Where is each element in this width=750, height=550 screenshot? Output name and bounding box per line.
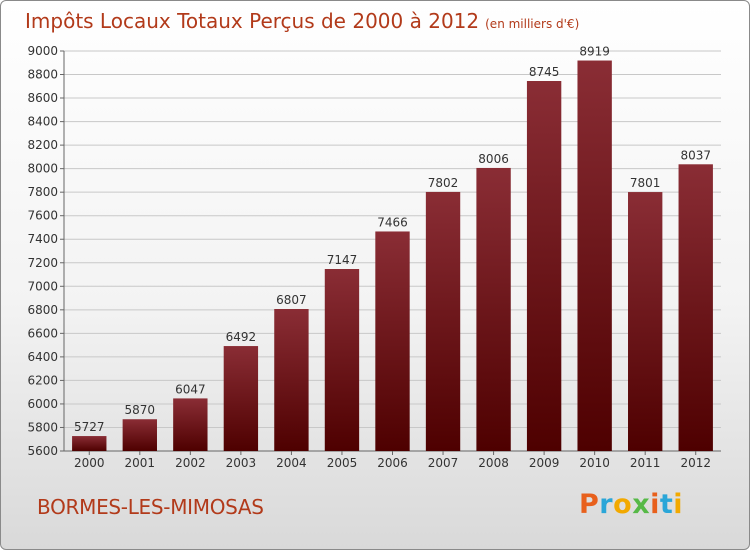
x-tick-label: 2008 xyxy=(478,456,509,470)
y-tick-label: 6200 xyxy=(27,373,58,387)
logo-letter: i xyxy=(673,489,684,520)
y-tick-label: 8800 xyxy=(27,68,58,82)
logo-letter: P xyxy=(579,489,600,520)
bar-2006 xyxy=(375,231,410,451)
y-tick-label: 6800 xyxy=(27,303,58,317)
bars xyxy=(72,60,713,452)
data-label-2006: 7466 xyxy=(377,215,408,229)
x-tick-label: 2010 xyxy=(579,456,610,470)
y-tick-label: 5600 xyxy=(27,444,58,458)
y-tick-label: 7000 xyxy=(27,279,58,293)
logo-letter: t xyxy=(659,489,674,520)
data-label-2011: 7801 xyxy=(630,176,661,190)
x-tick-label: 2012 xyxy=(680,456,711,470)
y-tick-label: 6000 xyxy=(27,397,58,411)
x-tick-label: 2003 xyxy=(226,456,257,470)
y-tick-label: 8400 xyxy=(27,115,58,129)
proxiti-logo: Proxiti xyxy=(579,489,683,520)
bar-2012 xyxy=(678,164,713,451)
y-tick-label: 7400 xyxy=(27,232,58,246)
x-tick-label: 2005 xyxy=(327,456,358,470)
y-tick-label: 7200 xyxy=(27,256,58,270)
bar-2002 xyxy=(173,398,208,451)
data-label-2010: 8919 xyxy=(579,45,610,59)
x-tick-label: 2011 xyxy=(630,456,661,470)
data-label-2008: 8006 xyxy=(478,152,509,166)
data-label-2005: 7147 xyxy=(327,253,358,267)
x-tick-labels: 2000 2001 2002 2003 2004 2005 2006 2007 2008 2009… xyxy=(74,451,711,470)
bar-2005 xyxy=(324,269,360,451)
bar-2004 xyxy=(274,309,309,451)
unit-label: (en milliers d'€) xyxy=(485,17,580,31)
data-label-2002: 6047 xyxy=(175,382,206,396)
data-label-2007: 7802 xyxy=(428,176,459,190)
y-tick-label: 7600 xyxy=(27,209,58,223)
logo-letter: o xyxy=(613,489,633,520)
data-label-2009: 8745 xyxy=(529,65,560,79)
bar-2000 xyxy=(72,436,107,451)
bar-2001 xyxy=(122,419,157,451)
bar-2009 xyxy=(526,81,562,451)
x-tick-label: 2002 xyxy=(175,456,206,470)
y-tick-label: 9000 xyxy=(27,44,58,58)
data-label-2012: 8037 xyxy=(680,148,711,162)
data-label-2003: 6492 xyxy=(226,330,257,344)
bar-2003 xyxy=(223,346,259,451)
y-tick-label: 6400 xyxy=(27,350,58,364)
x-tick-label: 2007 xyxy=(428,456,459,470)
x-tick-label: 2000 xyxy=(74,456,105,470)
y-tick-label: 5800 xyxy=(27,420,58,434)
x-tick-label: 2001 xyxy=(125,456,156,470)
x-tick-label: 2009 xyxy=(529,456,560,470)
chart-title: Impôts Locaux Totaux Perçus de 2000 à 20… xyxy=(25,9,579,33)
y-tick-label: 8600 xyxy=(27,91,58,105)
bar-2007 xyxy=(425,191,461,452)
logo-letter: r xyxy=(599,489,614,520)
title-text: Impôts Locaux Totaux Perçus de 2000 à 20… xyxy=(25,9,480,33)
data-labels: 5727 5870 6047 6492 6807 7147 7466 7802 8006 8745… xyxy=(74,45,711,435)
bar-2010 xyxy=(577,60,612,451)
commune-name: BORMES-LES-MIMOSAS xyxy=(37,495,264,519)
logo-letter: i xyxy=(650,489,660,520)
y-tick-labels: 5600 5800 6000 6200 6400 6600 6800 7000 7200 7400… xyxy=(27,44,58,458)
bar-2008 xyxy=(476,167,511,452)
y-tick-label: 8000 xyxy=(27,162,58,176)
data-label-2001: 5870 xyxy=(125,403,156,417)
logo-letter: x xyxy=(632,489,651,520)
y-tick-label: 7800 xyxy=(27,185,58,199)
x-tick-label: 2006 xyxy=(377,456,408,470)
y-tick-label: 8200 xyxy=(27,138,58,152)
data-label-2004: 6807 xyxy=(276,293,307,307)
x-tick-label: 2004 xyxy=(276,456,307,470)
bar-2011 xyxy=(628,192,663,451)
y-tick-label: 6600 xyxy=(27,326,58,340)
data-label-2000: 5727 xyxy=(74,420,105,434)
